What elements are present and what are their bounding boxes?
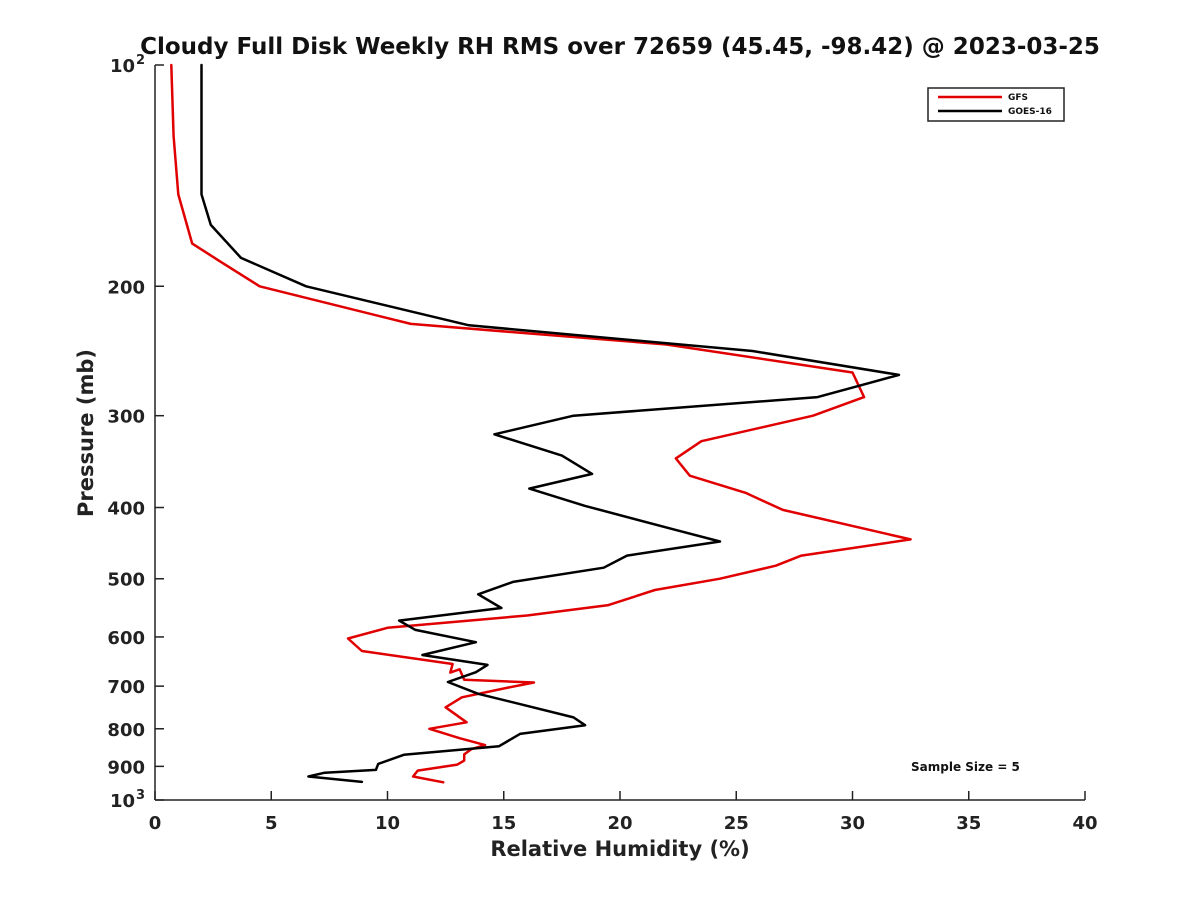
sample-size-annotation: Sample Size = 5 — [911, 760, 1020, 774]
y-tick-label: 900 — [107, 757, 145, 778]
y-axis-label: Pressure (mb) — [74, 349, 98, 517]
y-tick-label: 800 — [107, 720, 145, 741]
y-tick-label: 10 — [110, 791, 135, 812]
x-tick-label: 20 — [607, 813, 632, 834]
legend: GFS GOES-16 — [927, 87, 1065, 122]
x-tick-label: 25 — [724, 813, 749, 834]
y-tick-label: 500 — [107, 570, 145, 591]
plot-frame — [155, 65, 1085, 800]
plot-area — [170, 63, 912, 784]
x-tick-label: 40 — [1072, 813, 1097, 834]
x-tick-label: 15 — [491, 813, 516, 834]
x-tick-label: 10 — [375, 813, 400, 834]
chart-title: Cloudy Full Disk Weekly RH RMS over 7265… — [140, 34, 1100, 60]
y-tick-label: 700 — [107, 677, 145, 698]
y-tick-label: 600 — [107, 628, 145, 649]
y-tick-label: 10 — [110, 56, 135, 77]
series-line-goes-16 — [200, 63, 901, 784]
legend-label-gfs: GFS — [1008, 93, 1028, 103]
legend-label-goes16: GOES-16 — [1008, 107, 1052, 117]
x-tick-label: 5 — [265, 813, 278, 834]
x-tick-label: 35 — [956, 813, 981, 834]
y-tick-label: 400 — [107, 499, 145, 520]
y-tick-label: 200 — [107, 277, 145, 298]
y-tick-exponent: 2 — [136, 53, 145, 68]
y-tick-label: 300 — [107, 407, 145, 428]
x-ticks: 0 5 10 15 20 25 30 35 40 — [149, 791, 1098, 834]
x-tick-label: 0 — [149, 813, 162, 834]
series-line-gfs — [170, 63, 912, 784]
y-tick-exponent: 3 — [136, 788, 145, 803]
x-tick-label: 30 — [840, 813, 865, 834]
legend-box — [927, 87, 1065, 122]
x-axis-label: Relative Humidity (%) — [490, 837, 749, 861]
